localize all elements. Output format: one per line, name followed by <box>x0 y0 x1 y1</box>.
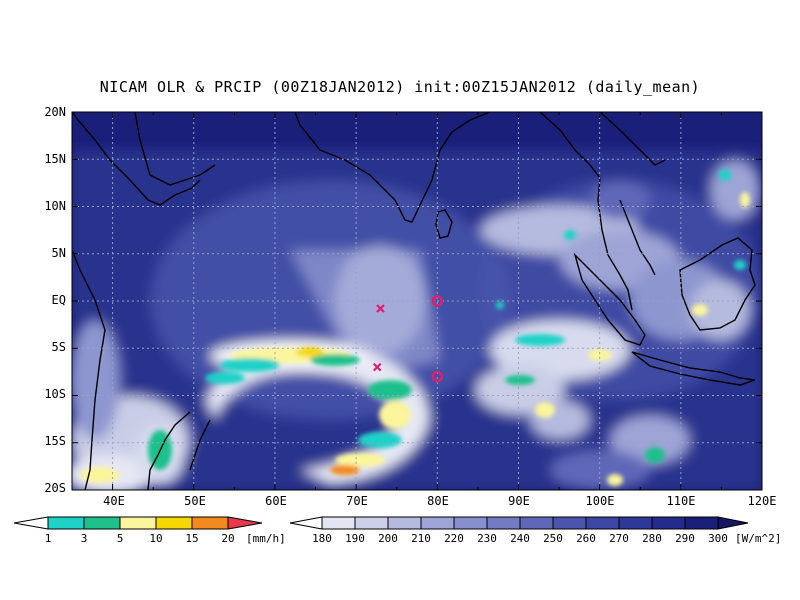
olr-legend-swatch <box>387 516 422 530</box>
olr-legend-swatch <box>585 516 620 530</box>
olr-tick: 190 <box>345 532 365 545</box>
olr-legend-swatch <box>420 516 455 530</box>
olr-tick: 250 <box>543 532 563 545</box>
olr-tick: 180 <box>312 532 332 545</box>
grid-lines <box>72 112 762 490</box>
olr-legend-swatch <box>354 516 389 530</box>
lat-label-10s: 10S <box>44 387 66 401</box>
olr-tick: 290 <box>675 532 695 545</box>
olr-legend-swatch <box>684 516 719 530</box>
precip-tick: 1 <box>44 532 52 545</box>
precip-legend-swatch <box>47 516 85 530</box>
precip-legend-swatch <box>83 516 121 530</box>
olr-tick: 210 <box>411 532 431 545</box>
olr-legend-arrow <box>289 516 323 530</box>
olr-tick: 270 <box>609 532 629 545</box>
precip-legend-swatch <box>155 516 193 530</box>
olr-tick: 230 <box>477 532 497 545</box>
lon-label-100e: 100E <box>585 494 615 508</box>
precip-legend <box>13 516 263 530</box>
lon-label-60e: 60E <box>265 494 287 508</box>
storm-markers <box>372 295 443 383</box>
circle-marker <box>431 295 443 307</box>
olr-legend-swatch <box>552 516 587 530</box>
olr-legend-swatch <box>519 516 554 530</box>
lon-label-40e: 40E <box>103 494 125 508</box>
olr-legend-swatch <box>453 516 488 530</box>
lon-label-70e: 70E <box>346 494 368 508</box>
precip-unit: [mm/h] <box>246 532 286 545</box>
olr-legend-swatch <box>618 516 653 530</box>
lon-label-90e: 90E <box>508 494 530 508</box>
x-marker <box>372 362 382 372</box>
lat-label-5n: 5N <box>51 246 66 260</box>
olr-legend-swatch <box>321 516 356 530</box>
precip-tick: 5 <box>116 532 124 545</box>
coastlines <box>72 112 756 490</box>
olr-legend-swatch <box>651 516 686 530</box>
lat-label-10n: 10N <box>44 199 66 213</box>
olr-tick: 220 <box>444 532 464 545</box>
lat-label-20s: 20S <box>44 481 66 495</box>
olr-tick: 260 <box>576 532 596 545</box>
olr-legend-arrow <box>717 516 749 530</box>
precip-legend-arrow <box>227 516 263 530</box>
olr-tick: 240 <box>510 532 530 545</box>
lon-label-50e: 50E <box>184 494 206 508</box>
lat-label-5s: 5S <box>51 340 66 354</box>
lat-label-eq: EQ <box>51 293 66 307</box>
lat-label-15s: 15S <box>44 434 66 448</box>
circle-marker <box>431 370 443 383</box>
lon-label-80e: 80E <box>427 494 449 508</box>
precip-legend-arrow <box>13 516 49 530</box>
olr-legend-swatch <box>486 516 521 530</box>
precip-tick: 15 <box>185 532 199 545</box>
map-plot-area <box>72 112 762 490</box>
precip-tick: 3 <box>80 532 88 545</box>
axis-ticks <box>72 112 762 490</box>
lat-label-15n: 15N <box>44 152 66 166</box>
page-title: NICAM OLR & PRCIP (00Z18JAN2012) init:00… <box>99 78 701 96</box>
olr-tick: 300 <box>708 532 728 545</box>
precip-legend-swatch <box>119 516 157 530</box>
olr-unit: [W/m^2] <box>735 532 782 545</box>
lon-label-110e: 110E <box>666 494 696 508</box>
olr-tick: 200 <box>378 532 398 545</box>
precip-legend-swatch <box>191 516 229 530</box>
precip-tick: 20 <box>221 532 235 545</box>
precip-tick: 10 <box>149 532 163 545</box>
olr-cloud-field <box>72 150 762 490</box>
olr-legend <box>289 516 749 530</box>
lat-label-20n: 20N <box>44 105 66 119</box>
olr-tick: 280 <box>642 532 662 545</box>
lon-label-120e: 120E <box>747 494 777 508</box>
x-marker <box>376 304 385 313</box>
